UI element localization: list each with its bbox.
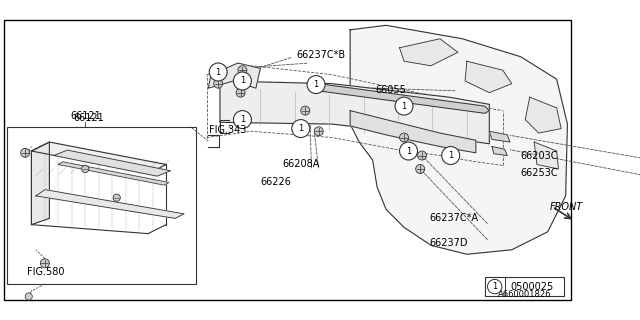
Text: 1: 1 [492, 282, 497, 291]
Text: 1: 1 [240, 115, 245, 124]
Circle shape [214, 79, 223, 88]
Polygon shape [58, 162, 169, 185]
Circle shape [25, 293, 33, 300]
Polygon shape [350, 25, 568, 254]
Circle shape [234, 111, 252, 129]
Circle shape [113, 194, 120, 201]
Polygon shape [350, 111, 476, 153]
Circle shape [395, 97, 413, 115]
Text: 1: 1 [406, 147, 411, 156]
Text: 1: 1 [401, 102, 406, 111]
Polygon shape [208, 63, 260, 88]
Polygon shape [399, 39, 458, 66]
Circle shape [442, 147, 460, 164]
Text: 66237C*A: 66237C*A [429, 213, 478, 223]
Bar [485, 277, 564, 296]
Text: 0500025: 0500025 [510, 282, 553, 292]
Text: A660001826: A660001826 [497, 290, 551, 299]
Polygon shape [316, 84, 490, 113]
Circle shape [417, 151, 426, 160]
Circle shape [301, 106, 310, 115]
Circle shape [234, 72, 252, 90]
Text: 66203C: 66203C [521, 150, 558, 161]
Circle shape [399, 142, 417, 160]
Circle shape [238, 66, 247, 75]
Text: 1: 1 [240, 76, 245, 85]
Text: FIG.343: FIG.343 [209, 125, 246, 135]
Circle shape [416, 164, 425, 173]
Polygon shape [490, 131, 510, 142]
Text: 1: 1 [448, 151, 453, 160]
Polygon shape [31, 142, 166, 173]
Polygon shape [54, 150, 171, 176]
Polygon shape [492, 147, 508, 156]
Polygon shape [534, 142, 559, 169]
Circle shape [236, 88, 245, 97]
Circle shape [82, 165, 89, 172]
Text: 66055: 66055 [375, 85, 406, 95]
Polygon shape [220, 81, 490, 144]
Polygon shape [31, 142, 49, 225]
Circle shape [314, 127, 323, 136]
Text: 66237D: 66237D [429, 238, 468, 248]
Text: 66121: 66121 [74, 113, 104, 123]
Polygon shape [36, 190, 184, 218]
Circle shape [488, 279, 502, 294]
Text: 66237C*B: 66237C*B [296, 50, 346, 60]
Circle shape [292, 120, 310, 138]
Text: 1: 1 [216, 68, 221, 76]
Circle shape [209, 63, 227, 81]
Bar [7, 127, 196, 284]
Text: 66121: 66121 [70, 111, 100, 121]
Text: 66208A: 66208A [283, 159, 320, 170]
Polygon shape [465, 61, 512, 93]
Circle shape [307, 76, 325, 93]
Polygon shape [525, 97, 561, 133]
Circle shape [40, 259, 49, 268]
Text: 1: 1 [298, 124, 303, 133]
Circle shape [20, 148, 29, 157]
Text: FIG.580: FIG.580 [27, 267, 65, 277]
Text: 66226: 66226 [260, 178, 291, 188]
Text: 66253C: 66253C [521, 168, 558, 179]
Text: 1: 1 [314, 80, 319, 89]
Circle shape [399, 133, 408, 142]
Text: FRONT: FRONT [550, 202, 583, 212]
